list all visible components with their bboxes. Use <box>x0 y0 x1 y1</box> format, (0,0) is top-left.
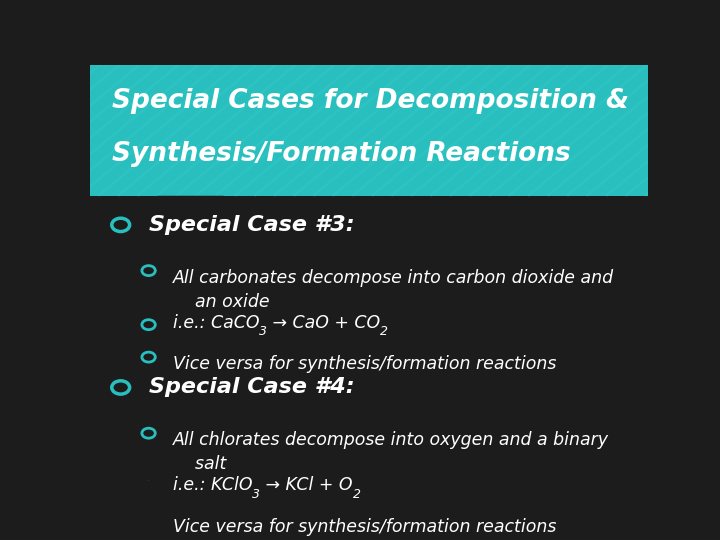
Text: Special Cases for Decomposition &: Special Cases for Decomposition & <box>112 89 629 114</box>
Text: All carbonates decompose into carbon dioxide and
    an oxide: All carbonates decompose into carbon dio… <box>173 268 613 311</box>
Text: 3: 3 <box>252 488 260 501</box>
Text: 3: 3 <box>259 325 267 338</box>
Text: Vice versa for synthesis/formation reactions: Vice versa for synthesis/formation react… <box>173 355 556 373</box>
Text: → KCl + O: → KCl + O <box>260 476 353 494</box>
Text: 2: 2 <box>380 325 388 338</box>
Polygon shape <box>157 196 224 223</box>
Text: Vice versa for synthesis/formation reactions: Vice versa for synthesis/formation react… <box>173 518 556 536</box>
Text: 2: 2 <box>353 488 361 501</box>
Text: i.e.: KClO: i.e.: KClO <box>173 476 252 494</box>
Text: i.e.: CaCO: i.e.: CaCO <box>173 314 259 332</box>
Bar <box>90 65 648 196</box>
Text: → CaO + CO: → CaO + CO <box>267 314 380 332</box>
Text: Synthesis/Formation Reactions: Synthesis/Formation Reactions <box>112 141 571 167</box>
Text: All chlorates decompose into oxygen and a binary
    salt: All chlorates decompose into oxygen and … <box>173 431 608 474</box>
Text: Special Case #4:: Special Case #4: <box>148 377 354 397</box>
Text: Special Case #3:: Special Case #3: <box>148 215 354 235</box>
